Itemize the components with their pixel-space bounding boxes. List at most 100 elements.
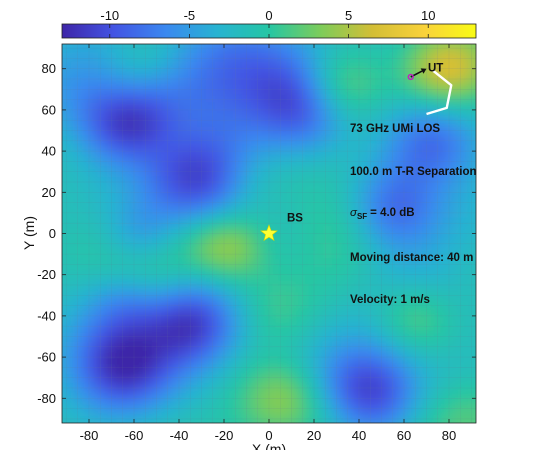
heatmap-cell [161, 208, 171, 218]
heatmap-cell [449, 44, 459, 53]
heatmap-cell [377, 299, 387, 309]
heatmap-cell [386, 315, 396, 325]
heatmap-cell [125, 340, 135, 350]
heatmap-cell [359, 241, 369, 251]
heatmap-cell [422, 249, 432, 259]
heatmap-cell [476, 365, 486, 374]
heatmap-cell [368, 324, 378, 333]
heatmap-cell [98, 233, 108, 243]
heatmap-cell [332, 365, 342, 375]
heatmap-cell [431, 225, 441, 235]
heatmap-cell [314, 85, 324, 95]
heatmap-cell [458, 85, 468, 95]
heatmap-cell [125, 60, 135, 70]
heatmap-cell [269, 324, 279, 333]
heatmap-cell [197, 68, 207, 78]
heatmap-cell [314, 217, 324, 226]
heatmap-cell [80, 217, 90, 226]
heatmap-cell [278, 340, 288, 350]
heatmap-cell [278, 414, 288, 423]
heatmap-cell [125, 258, 135, 268]
heatmap-cell [107, 274, 117, 284]
heatmap-cell [98, 76, 108, 86]
heatmap-cell [143, 217, 153, 226]
heatmap-cell [440, 60, 450, 70]
heatmap-cell [98, 406, 108, 416]
heatmap-cell [152, 118, 162, 127]
heatmap-cell [422, 76, 432, 86]
heatmap-cell [305, 274, 315, 284]
heatmap-cell [143, 68, 153, 78]
heatmap-cell [431, 184, 441, 193]
heatmap-cell [467, 266, 476, 276]
heatmap-cell [233, 291, 243, 301]
heatmap-cell [422, 225, 432, 235]
heatmap-cell [80, 200, 90, 210]
heatmap-cell [449, 249, 459, 259]
heatmap-cell [260, 44, 270, 53]
heatmap-cell [323, 340, 333, 350]
heatmap-cell [206, 126, 216, 136]
heatmap-cell [314, 167, 324, 177]
heatmap-cell [215, 167, 225, 177]
heatmap-cell [341, 208, 351, 218]
heatmap-cell [188, 299, 198, 309]
heatmap-cell [80, 373, 90, 383]
heatmap-cell [161, 274, 171, 284]
heatmap-cell [341, 200, 351, 210]
heatmap-cell [170, 101, 180, 111]
heatmap-cell [278, 324, 288, 333]
heatmap-cell [152, 291, 162, 301]
heatmap-cell [134, 398, 144, 408]
heatmap-cell [269, 68, 279, 78]
heatmap-cell [314, 381, 324, 391]
heatmap-cell [386, 299, 396, 309]
heatmap-cell [431, 348, 441, 358]
heatmap-cell [242, 291, 252, 301]
heatmap-cell [332, 200, 342, 210]
heatmap-cell [278, 118, 288, 127]
heatmap-cell [62, 101, 72, 111]
heatmap-cell [215, 93, 225, 103]
heatmap-cell [242, 175, 252, 185]
heatmap-cell [152, 134, 162, 144]
heatmap-cell [395, 109, 405, 119]
heatmap-cell [431, 101, 441, 111]
heatmap-cell [467, 423, 477, 432]
heatmap-cell [260, 93, 270, 103]
heatmap-cell [143, 44, 153, 53]
heatmap-cell [458, 390, 468, 399]
heatmap-cell [188, 151, 198, 160]
heatmap-cell [233, 365, 243, 375]
heatmap-cell [350, 348, 360, 358]
heatmap-cell [395, 68, 405, 78]
heatmap-cell [260, 118, 270, 127]
heatmap-cell [80, 357, 90, 366]
heatmap-cell [206, 406, 216, 416]
heatmap-cell [305, 390, 315, 399]
heatmap-cell [332, 151, 342, 160]
heatmap-cell [116, 390, 126, 399]
heatmap-cell [197, 233, 207, 243]
heatmap-cell [116, 406, 126, 416]
heatmap-cell [440, 249, 450, 259]
heatmap-cell [296, 324, 306, 333]
heatmap-cell [134, 151, 144, 160]
heatmap-cell [386, 109, 396, 119]
heatmap-cell [89, 307, 99, 317]
heatmap-cell [62, 159, 63, 169]
heatmap-cell [206, 76, 216, 86]
heatmap-cell [422, 142, 432, 152]
heatmap-cell [458, 406, 468, 416]
heatmap-cell [107, 398, 117, 408]
heatmap-cell [80, 348, 90, 358]
heatmap-cell [179, 258, 189, 268]
heatmap-cell [359, 192, 369, 202]
heatmap-cell [197, 274, 207, 284]
heatmap-cell [305, 332, 315, 342]
heatmap-cell [197, 76, 207, 86]
heatmap-cell [305, 291, 315, 301]
heatmap-cell [296, 274, 306, 284]
heatmap-cell [107, 406, 117, 416]
heatmap-cell [215, 233, 225, 243]
